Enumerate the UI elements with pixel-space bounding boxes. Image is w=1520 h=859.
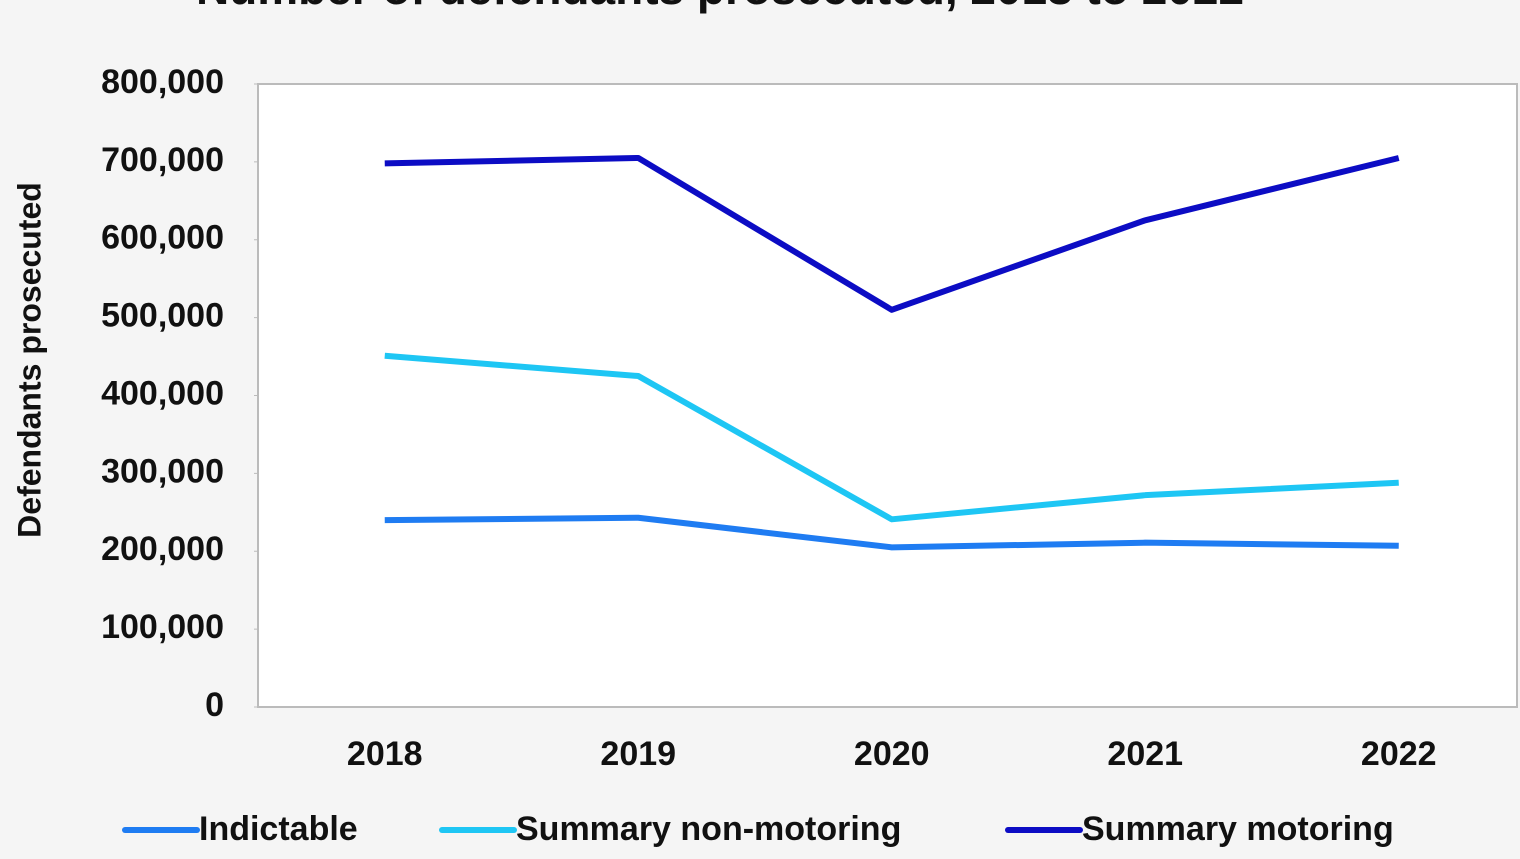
y-tick-label: 700,000 xyxy=(101,141,224,179)
y-tick-label: 800,000 xyxy=(101,63,224,101)
x-tick-label: 2018 xyxy=(347,735,423,773)
y-tick-label: 200,000 xyxy=(101,530,224,568)
legend-label: Summary motoring xyxy=(1082,810,1394,848)
y-tick-label: 600,000 xyxy=(101,219,224,257)
y-tick-label: 300,000 xyxy=(101,452,224,490)
x-tick-label: 2019 xyxy=(600,735,676,773)
y-tick-label: 500,000 xyxy=(101,297,224,335)
plot-area xyxy=(257,83,1518,708)
series-line xyxy=(384,154,1400,313)
series-line xyxy=(384,352,1399,523)
y-axis-label: Defendants prosecuted xyxy=(11,182,47,538)
y-tick-label: 0 xyxy=(205,686,224,724)
x-tick-label: 2020 xyxy=(854,735,930,773)
legend-label: Summary non-motoring xyxy=(516,810,901,848)
y-tick-label: 100,000 xyxy=(101,608,224,646)
chart-title: Number of defendants prosecuted, 2018 to… xyxy=(196,0,1244,14)
x-tick-label: 2022 xyxy=(1361,735,1437,773)
x-tick-label: 2021 xyxy=(1107,735,1183,773)
series-line xyxy=(384,514,1399,551)
legend-label: Indictable xyxy=(199,810,358,848)
y-tick-label: 400,000 xyxy=(101,374,224,412)
